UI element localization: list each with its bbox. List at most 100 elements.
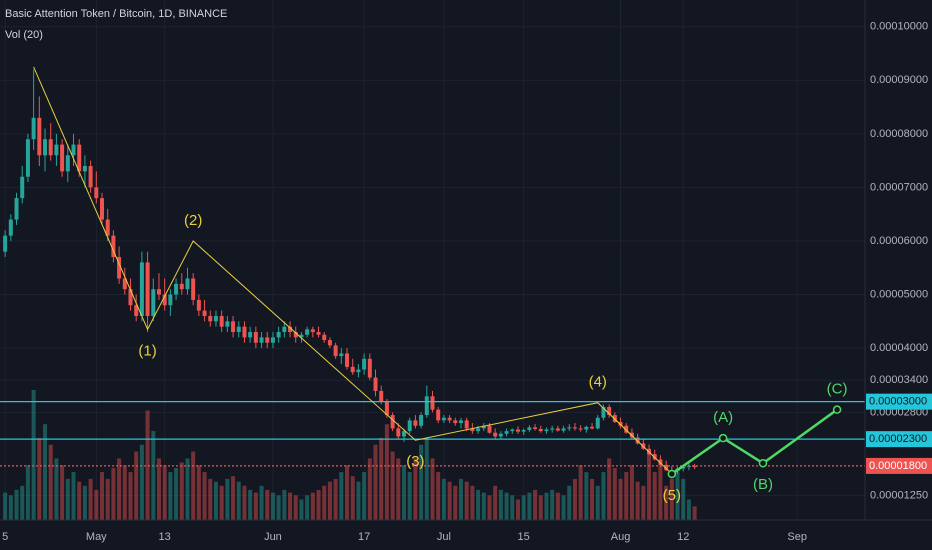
candle-body xyxy=(367,358,372,378)
candle-body xyxy=(584,426,589,430)
volume-bar xyxy=(686,499,691,520)
candle-body xyxy=(424,396,429,416)
candle-body xyxy=(179,283,184,290)
volume-bar xyxy=(219,485,224,520)
volume-bar xyxy=(572,478,577,520)
volume-bar xyxy=(664,485,669,520)
volume-bar xyxy=(641,485,646,520)
candle-body xyxy=(601,407,606,418)
candle-body xyxy=(305,329,310,335)
candle-body xyxy=(327,340,332,346)
candle-body xyxy=(476,428,481,432)
volume-bar xyxy=(242,485,247,520)
volume-bar xyxy=(635,481,640,520)
x-tick-label: Sep xyxy=(787,531,807,543)
candle-body xyxy=(111,235,116,258)
volume-bar xyxy=(504,492,509,520)
volume-bar xyxy=(99,472,104,520)
volume-bar xyxy=(476,489,481,520)
candle-body xyxy=(43,139,48,156)
volume-bar xyxy=(105,478,110,520)
volume-bar xyxy=(20,485,25,520)
candle-body xyxy=(259,337,264,343)
candle-body xyxy=(578,428,583,430)
volume-bar xyxy=(31,390,36,520)
volume-bar xyxy=(14,489,19,520)
volume-bar xyxy=(248,489,253,520)
candle-body xyxy=(231,321,236,333)
volume-bar xyxy=(390,451,395,520)
candle-body xyxy=(202,310,207,316)
volume-bar xyxy=(515,499,520,520)
candle-body xyxy=(276,332,281,338)
volume-bar xyxy=(647,451,652,520)
candle-body xyxy=(88,166,93,188)
volume-bar xyxy=(202,472,207,520)
volume-bar xyxy=(208,478,213,520)
wave-line xyxy=(33,66,673,475)
volume-bar xyxy=(453,485,458,520)
candle-body xyxy=(270,337,275,343)
x-tick-label: Aug xyxy=(611,531,631,543)
candle-body xyxy=(373,377,378,391)
y-tick-label: 0.00001250 xyxy=(870,489,928,501)
candle-body xyxy=(510,429,515,432)
volume-bar xyxy=(527,492,532,520)
candle-body xyxy=(561,428,566,431)
candle-body xyxy=(402,431,407,437)
candle-body xyxy=(493,432,498,437)
candle-body xyxy=(242,326,247,338)
volume-bar xyxy=(584,472,589,520)
volume-bar xyxy=(538,495,543,520)
volume-bar xyxy=(65,478,70,520)
volume-bar xyxy=(521,495,526,520)
volume-bar xyxy=(293,495,298,520)
candle-body xyxy=(288,326,293,333)
candle-body xyxy=(293,332,298,338)
volume-bar xyxy=(265,489,270,520)
wave-label: (5) xyxy=(663,487,681,504)
x-tick-label: 13 xyxy=(159,531,171,543)
volume-bar xyxy=(43,424,48,520)
y-tick-label: 0.00006000 xyxy=(870,235,928,247)
volume-bar xyxy=(544,492,549,520)
x-tick-label: Jun xyxy=(264,531,282,543)
candle-body xyxy=(430,396,435,410)
candle-body xyxy=(94,187,99,199)
volume-bar xyxy=(299,499,304,520)
volume-bar xyxy=(487,495,492,520)
wave-label: (A) xyxy=(713,409,733,426)
volume-bar xyxy=(681,478,686,520)
volume-layer xyxy=(3,390,697,520)
volume-bar xyxy=(590,478,595,520)
volume-bar xyxy=(373,444,378,520)
price-label-box xyxy=(866,457,932,474)
volume-bar xyxy=(191,451,196,520)
candle-body xyxy=(652,454,657,460)
candle-body xyxy=(572,427,577,429)
volume-bar xyxy=(236,481,241,520)
candle-body xyxy=(441,417,446,421)
volume-bar xyxy=(510,495,515,520)
volume-bar xyxy=(396,458,401,520)
candle-body xyxy=(436,409,441,421)
volume-bar xyxy=(379,437,384,520)
price-label: 0.00003000 xyxy=(869,396,927,408)
candle-body xyxy=(196,299,201,311)
candle-body xyxy=(390,415,395,429)
candle-body xyxy=(481,425,486,429)
candle-body xyxy=(282,326,287,333)
candle-body xyxy=(25,139,30,177)
candle-body xyxy=(384,401,389,416)
volume-bar xyxy=(185,458,190,520)
candle-body xyxy=(595,417,600,429)
y-tick-label: 0.00003400 xyxy=(870,374,928,386)
volume-bar xyxy=(550,489,555,520)
candle-body xyxy=(310,329,315,333)
candle-body xyxy=(555,428,560,431)
candle-body xyxy=(504,431,509,434)
candle-body xyxy=(538,428,543,432)
price-label-box xyxy=(866,393,932,410)
volume-bar xyxy=(122,465,127,520)
x-tick-label: May xyxy=(86,531,107,543)
